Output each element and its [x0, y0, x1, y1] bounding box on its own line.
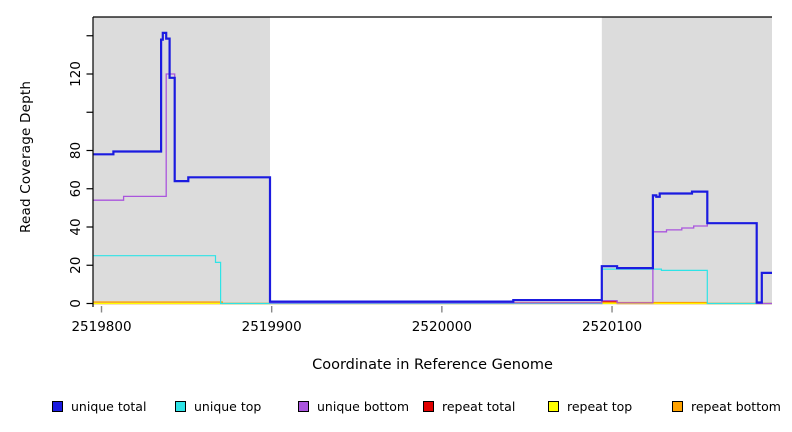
- x-tick-label: 2520100: [582, 319, 642, 335]
- legend-swatch-unique-total: [52, 401, 63, 412]
- chart-legend: unique total unique top unique bottom repea…: [0, 399, 792, 421]
- y-axis-label: Read Coverage Depth: [18, 80, 34, 233]
- x-tick-label: 2520000: [412, 319, 472, 335]
- y-tick-label: 120: [68, 61, 84, 87]
- y-tick-label: 40: [68, 218, 84, 235]
- y-tick-label: 0: [68, 299, 84, 308]
- legend-label: unique bottom: [317, 399, 410, 414]
- shaded-region-right-repeat-flank: [601, 17, 772, 305]
- legend-swatch-repeat-total: [423, 401, 434, 412]
- legend-swatch-unique-top: [175, 401, 186, 412]
- y-tick-label: 60: [68, 180, 84, 197]
- legend-item-unique-top: unique top: [175, 399, 261, 414]
- x-tick-label: 2519800: [71, 319, 131, 335]
- legend-swatch-unique-bottom: [298, 401, 309, 412]
- y-tick-label: 80: [68, 142, 84, 159]
- legend-label: repeat total: [442, 399, 516, 414]
- legend-item-repeat-top: repeat top: [548, 399, 632, 414]
- x-axis-label: Coordinate in Reference Genome: [312, 357, 553, 373]
- legend-label: unique top: [194, 399, 262, 414]
- legend-item-repeat-total: repeat total: [423, 399, 515, 414]
- legend-item-unique-bottom: unique bottom: [298, 399, 409, 414]
- legend-label: unique total: [71, 399, 147, 414]
- legend-item-repeat-bottom: repeat bottom: [672, 399, 781, 414]
- series-unique-total-line: [93, 31, 772, 304]
- legend-item-unique-total: unique total: [52, 399, 146, 414]
- legend-label: repeat bottom: [691, 399, 781, 414]
- x-tick-label: 2519900: [242, 319, 302, 335]
- shaded-region-left-repeat-flank: [93, 17, 270, 305]
- y-tick-label: 20: [68, 257, 84, 274]
- legend-swatch-repeat-bottom: [672, 401, 683, 412]
- legend-swatch-repeat-top: [548, 401, 559, 412]
- legend-label: repeat top: [567, 399, 633, 414]
